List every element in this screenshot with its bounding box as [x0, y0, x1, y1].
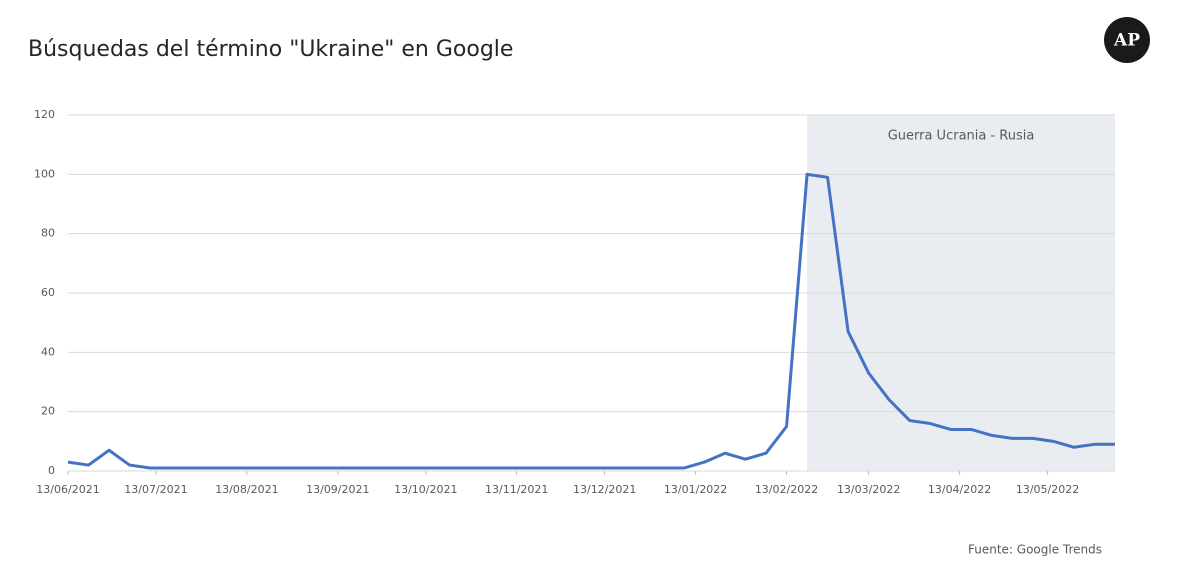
x-tick-label: 13/01/2022	[664, 483, 727, 496]
y-tick-label: 80	[41, 227, 55, 240]
x-tick-label: 13/12/2021	[573, 483, 636, 496]
x-tick-label: 13/09/2021	[306, 483, 369, 496]
x-tick-label: 13/11/2021	[485, 483, 548, 496]
x-tick-label: 13/10/2021	[394, 483, 457, 496]
x-tick-label: 13/06/2021	[36, 483, 99, 496]
x-tick-label: 13/04/2022	[928, 483, 991, 496]
y-tick-label: 20	[41, 405, 55, 418]
x-tick-label: 13/07/2021	[124, 483, 187, 496]
y-tick-label: 100	[34, 167, 55, 180]
source: Fuente: Google Trends	[968, 543, 1102, 557]
chart-title: Búsquedas del término "Ukraine" en Googl…	[28, 37, 513, 62]
y-tick-label: 60	[41, 286, 55, 299]
series-line	[67, 172, 1115, 470]
plot: Guerra Ucrania - Rusia 0 20 40 60 80 100 120 13/…	[34, 108, 1115, 496]
x-tick-label: 13/03/2022	[837, 483, 900, 496]
x-tick-label: 13/05/2022	[1016, 483, 1079, 496]
x-tick-label: 13/02/2022	[755, 483, 818, 496]
shade-label: Guerra Ucrania - Rusia	[888, 129, 1035, 144]
y-tick-label: 40	[41, 345, 55, 358]
logo-badge	[1104, 17, 1150, 63]
y-tick-label: 120	[34, 108, 55, 121]
logo: AP	[1113, 31, 1140, 51]
y-tick-label: 0	[48, 464, 55, 477]
x-tick-label: 13/08/2021	[215, 483, 278, 496]
